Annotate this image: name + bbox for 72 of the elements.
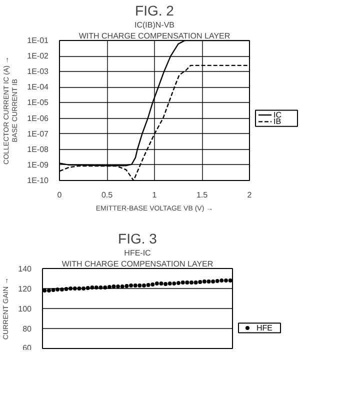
point [224, 278, 228, 282]
point [98, 286, 103, 290]
x-tick-label: 1.5 [196, 190, 208, 200]
point [159, 282, 164, 286]
point [154, 282, 159, 286]
point [46, 288, 51, 292]
point [146, 283, 150, 287]
point [116, 284, 120, 288]
chart-subtitle: IC(IB)N-VB [134, 20, 174, 30]
y-tick-label: 1E-05 [27, 98, 50, 108]
point [124, 284, 129, 288]
legend-label: IB [274, 117, 282, 126]
y-tick-label: 1E-02 [27, 52, 50, 61]
y-tick-label: 1E-08 [27, 144, 50, 154]
point [142, 284, 146, 288]
x-tick-label: 0.5 [101, 190, 114, 200]
y-tick-label: 1E-04 [27, 82, 50, 92]
text: WITH CHARGE COMPENSATION LAYER [78, 32, 230, 40]
y-tick-label: 1E-10 [27, 176, 50, 185]
y-tick-label: 1E-01 [27, 36, 50, 45]
point [150, 282, 155, 286]
annotation: WITH CHARGE COMPENSATION LAYER [62, 260, 214, 268]
point [228, 278, 232, 282]
point [94, 286, 98, 290]
point [180, 280, 185, 284]
point [129, 284, 134, 288]
point [51, 288, 56, 292]
point [77, 286, 82, 290]
legend-label: HFE [256, 323, 272, 332]
legend-label: IC [274, 110, 282, 120]
y-tick-label: 140 [18, 264, 32, 274]
y-tick-label: 120 [18, 284, 32, 294]
point [189, 280, 194, 284]
point [138, 284, 142, 288]
x-tick-label: 0 [57, 190, 62, 200]
point [86, 286, 90, 290]
x-tick-label: 1 [152, 190, 158, 200]
y-tick-label: 1E-06 [27, 114, 50, 123]
point [215, 279, 220, 283]
point [68, 286, 73, 290]
point [176, 281, 181, 285]
point [60, 288, 64, 292]
point [202, 280, 206, 284]
point [194, 280, 198, 284]
point [90, 286, 94, 290]
point [72, 286, 77, 290]
point [107, 285, 112, 289]
point [56, 288, 60, 292]
point [172, 282, 176, 286]
y-tick-label: 1E-09 [27, 160, 50, 170]
point [164, 282, 168, 286]
point [103, 286, 108, 290]
x-tick-label: 2 [247, 190, 252, 200]
y-tick-label: 1E-07 [27, 129, 50, 138]
point [64, 287, 68, 291]
point [185, 280, 190, 284]
y-tick-label: 100 [18, 304, 32, 314]
point [220, 278, 224, 282]
chart-subtitle: HFE-IC [124, 248, 152, 258]
point [82, 286, 86, 290]
point [168, 282, 172, 286]
point [112, 284, 116, 288]
point [211, 280, 216, 284]
chart-title: FIG. 3 [118, 230, 158, 246]
y-tick-label: 1E-03 [27, 67, 50, 76]
point [198, 280, 202, 284]
point [133, 284, 138, 288]
chart-title: FIG. 2 [135, 2, 174, 18]
point [206, 280, 211, 284]
point [42, 288, 47, 292]
y-tick-label: 80 [22, 324, 32, 334]
point [120, 284, 124, 288]
